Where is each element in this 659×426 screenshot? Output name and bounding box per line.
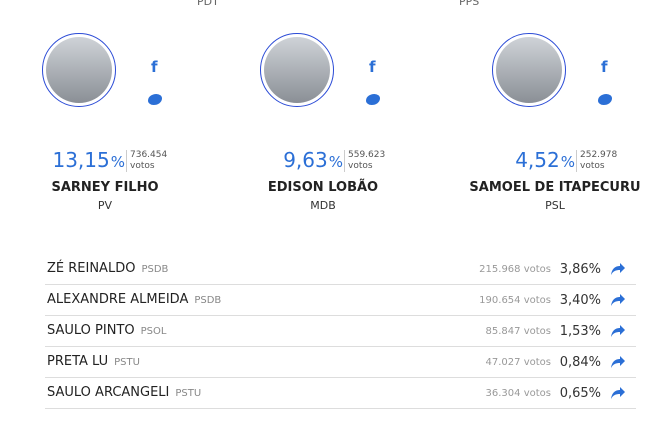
percent-unit: % <box>560 153 575 171</box>
share-button[interactable] <box>610 262 626 276</box>
candidate-name: EDISON LOBÃO <box>267 180 379 195</box>
votes-count: 736.454 <box>130 150 168 160</box>
facebook-link[interactable]: f <box>369 58 376 76</box>
percent-value: 13,15 <box>52 148 110 172</box>
party-label: PDT <box>197 0 219 8</box>
share-icon <box>611 356 625 368</box>
row-percent: 0,84% <box>559 355 601 370</box>
row-name-wrap: ALEXANDRE ALMEIDA PSDB <box>47 292 221 307</box>
candidate-card: f 9,63% 559.623 votos EDISON LOBÃO MDB <box>223 30 423 220</box>
row-percent: 3,86% <box>559 262 601 277</box>
facebook-link[interactable]: f <box>151 58 158 76</box>
row-party: PSOL <box>140 326 167 337</box>
party-label: PPS <box>459 0 480 8</box>
row-name-wrap: SAULO ARCANGELI PSTU <box>47 385 201 400</box>
votes-label: votos <box>580 161 605 171</box>
twitter-link[interactable] <box>598 94 612 105</box>
candidate-party: MDB <box>310 199 336 212</box>
twitter-link[interactable] <box>366 94 380 105</box>
percent-unit: % <box>328 153 343 171</box>
row-votes: 215.968 votos <box>479 264 551 275</box>
photo-image <box>46 37 112 103</box>
facebook-link[interactable]: f <box>601 58 608 76</box>
votes-label: votos <box>130 161 155 171</box>
twitter-link[interactable] <box>148 94 162 105</box>
row-name: ZÉ REINALDO <box>47 261 136 276</box>
row-name-wrap: SAULO PINTO PSOL <box>47 323 166 338</box>
row-percent: 1,53% <box>559 324 601 339</box>
votes-count: 559.623 <box>348 150 386 160</box>
percent-unit: % <box>110 153 125 171</box>
share-button[interactable] <box>610 293 626 307</box>
votes-count: 252.978 <box>580 150 618 160</box>
row-votes: 85.847 votos <box>485 326 551 337</box>
share-icon <box>611 387 625 399</box>
row-party: PSTU <box>175 388 202 399</box>
candidate-photo <box>260 33 334 107</box>
row-votes: 190.654 votos <box>479 295 551 306</box>
row-name: SAULO PINTO <box>47 323 135 338</box>
row-name: SAULO ARCANGELI <box>47 385 170 400</box>
candidate-votes: 736.454 votos <box>126 150 167 172</box>
candidate-card: f 13,15% 736.454 votos SARNEY FILHO PV <box>5 30 205 220</box>
candidate-name: SAMOEL DE ITAPECURU <box>469 180 641 195</box>
percent-value: 9,63 <box>283 148 328 172</box>
result-row: PRETA LU PSTU 47.027 votos 0,84% <box>45 346 636 378</box>
candidate-votes: 559.623 votos <box>344 150 385 172</box>
votes-label: votos <box>348 161 373 171</box>
row-party: PSDB <box>141 264 169 275</box>
row-party: PSTU <box>114 357 140 368</box>
row-votes: 47.027 votos <box>485 357 551 368</box>
candidate-card: f 4,52% 252.978 votos SAMOEL DE ITAPECURU PSL <box>455 30 655 220</box>
row-name: PRETA LU <box>47 354 109 369</box>
candidate-name: SARNEY FILHO <box>51 180 159 195</box>
share-button[interactable] <box>610 324 626 338</box>
row-votes: 36.304 votos <box>485 388 551 399</box>
row-percent: 0,65% <box>559 386 601 401</box>
result-row: SAULO PINTO PSOL 85.847 votos 1,53% <box>45 315 636 347</box>
share-icon <box>611 263 625 275</box>
candidate-percent: 4,52% <box>515 148 575 172</box>
row-name-wrap: ZÉ REINALDO PSDB <box>47 261 168 276</box>
percent-value: 4,52 <box>515 148 560 172</box>
candidate-photo <box>42 33 116 107</box>
candidate-party: PV <box>97 199 113 212</box>
result-row: SAULO ARCANGELI PSTU 36.304 votos 0,65% <box>45 377 636 409</box>
row-party: PSDB <box>194 295 222 306</box>
row-percent: 3,40% <box>559 293 601 308</box>
row-name-wrap: PRETA LU PSTU <box>47 354 140 369</box>
candidate-percent: 9,63% <box>283 148 343 172</box>
share-button[interactable] <box>610 355 626 369</box>
share-icon <box>611 294 625 306</box>
share-icon <box>611 325 625 337</box>
photo-image <box>496 37 562 103</box>
candidate-percent: 13,15% <box>52 148 125 172</box>
candidate-votes: 252.978 votos <box>576 150 617 172</box>
share-button[interactable] <box>610 386 626 400</box>
candidate-party: PSL <box>545 199 565 212</box>
candidate-photo <box>492 33 566 107</box>
row-name: ALEXANDRE ALMEIDA <box>47 292 189 307</box>
result-row: ALEXANDRE ALMEIDA PSDB 190.654 votos 3,40% <box>45 284 636 316</box>
result-row: ZÉ REINALDO PSDB 215.968 votos 3,86% <box>45 253 636 285</box>
photo-image <box>264 37 330 103</box>
